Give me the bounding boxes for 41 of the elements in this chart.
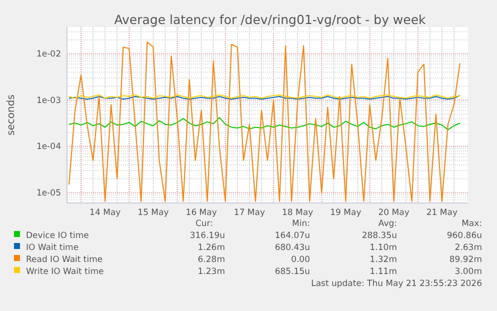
y-axis-title: seconds bbox=[6, 94, 17, 136]
text: Min: bbox=[292, 219, 310, 229]
x-tick-label: 17 May bbox=[234, 208, 265, 218]
text: Cur: bbox=[195, 219, 213, 229]
text: 685.15u bbox=[274, 267, 310, 277]
text: 6.28m bbox=[198, 255, 225, 265]
y-tick-label: 1e-05 bbox=[36, 188, 61, 198]
text: 89.92m bbox=[449, 255, 482, 265]
text: 3.00m bbox=[454, 267, 482, 277]
text: 960.86u bbox=[446, 231, 482, 241]
text: 1.32m bbox=[370, 255, 397, 265]
x-tick-label: 20 May bbox=[378, 208, 410, 218]
x-tick-label: 14 May bbox=[90, 208, 121, 218]
x-tick-label: 18 May bbox=[282, 208, 314, 218]
line-series bbox=[68, 117, 460, 130]
text: 164.07u bbox=[274, 231, 310, 241]
line-series bbox=[68, 42, 460, 202]
x-tick-label: 19 May bbox=[330, 208, 362, 218]
text: 1.10m bbox=[370, 243, 397, 253]
y-tick-label: 1e-04 bbox=[36, 142, 61, 152]
x-tick-label: 21 May bbox=[426, 208, 458, 218]
legend-label: Read IO Wait time bbox=[26, 255, 103, 265]
legend-label: Device IO time bbox=[26, 231, 89, 241]
text: Avg: bbox=[378, 219, 397, 229]
legend-label: Write IO Wait time bbox=[26, 267, 104, 277]
text: 1.23m bbox=[198, 267, 225, 277]
text: 2.63m bbox=[454, 243, 482, 253]
y-tick-label: 1e-02 bbox=[36, 50, 61, 60]
text: Max: bbox=[462, 219, 482, 229]
text: 316.19u bbox=[190, 231, 225, 241]
text: 288.35u bbox=[362, 231, 397, 241]
text: 1.11m bbox=[370, 267, 397, 277]
text: 1.26m bbox=[198, 243, 225, 253]
text: 0.00 bbox=[291, 255, 310, 265]
chart-title: Average latency for /dev/ring01-vg/root - by week bbox=[114, 12, 427, 27]
x-tick-label: 16 May bbox=[186, 208, 217, 218]
y-tick-label: 1e-03 bbox=[36, 96, 61, 106]
legend-label: IO Wait time bbox=[26, 243, 79, 253]
text: Last update: Thu May 21 23:55:23 2026 bbox=[311, 279, 482, 289]
text: 680.43u bbox=[274, 243, 310, 253]
x-tick-label: 15 May bbox=[138, 208, 169, 218]
